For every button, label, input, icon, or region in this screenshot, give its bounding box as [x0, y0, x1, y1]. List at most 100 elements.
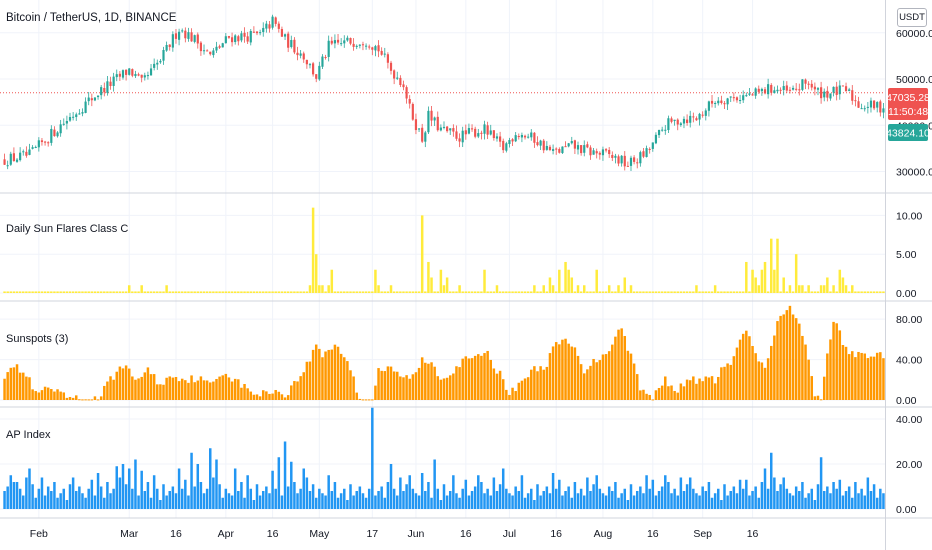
candle-body: [816, 88, 820, 90]
candle-body: [860, 108, 863, 110]
sunspot-bar: [710, 376, 714, 400]
ap-bar: [514, 486, 517, 509]
price-y-tick: 50000.00: [896, 74, 932, 86]
flare-bar: [635, 291, 639, 293]
flare-bar: [6, 291, 9, 293]
flare-bar: [374, 269, 377, 293]
ap-bar: [869, 491, 873, 509]
sunspot-bar: [455, 366, 458, 400]
candle-body: [813, 86, 816, 90]
sunspot-bar: [635, 374, 639, 400]
sunspot-bar: [539, 366, 542, 400]
candle-body: [661, 129, 664, 131]
sunspot-bar: [28, 377, 31, 400]
candle-body: [555, 148, 558, 150]
sunspot-bar: [536, 371, 539, 400]
sunspot-bar: [492, 368, 496, 400]
sunspot-bar: [268, 393, 271, 400]
candle-body: [710, 100, 714, 104]
ap-bar: [68, 484, 72, 509]
ap-bar: [642, 493, 645, 509]
candle-body: [823, 91, 826, 98]
sunspot-bar: [461, 358, 464, 400]
currency-button[interactable]: USDT: [897, 8, 927, 27]
flare-bar: [530, 291, 533, 293]
candle-body: [832, 86, 835, 93]
candle-body: [159, 60, 162, 63]
ap-bar: [757, 497, 761, 509]
ap-bar: [854, 482, 857, 509]
ap-bar: [598, 488, 602, 509]
flare-bar: [657, 291, 661, 293]
flare-bar: [554, 291, 558, 293]
ap-bar: [436, 488, 440, 509]
ap-bar: [417, 495, 421, 509]
candle-body: [670, 118, 673, 122]
sunspot-bar: [807, 359, 810, 400]
flare-bar: [299, 291, 302, 293]
flare-bar: [149, 291, 153, 293]
candle-body: [230, 37, 234, 43]
sunspot-bar: [302, 372, 305, 400]
flare-bar: [854, 291, 857, 293]
flare-bar: [741, 291, 745, 293]
candle-body: [854, 100, 857, 102]
sunspot-bar: [43, 386, 47, 400]
sunspot-bar: [305, 361, 309, 400]
ap-bar: [399, 477, 402, 509]
ap-bar: [389, 464, 393, 509]
ap-bar: [392, 488, 396, 509]
flare-bar: [607, 285, 611, 293]
sunspot-bar: [452, 373, 455, 400]
ap-bar: [302, 468, 305, 509]
ap-bar: [623, 488, 627, 509]
candle-body: [751, 94, 754, 96]
ap-bar: [265, 486, 268, 509]
candle-body: [857, 101, 860, 108]
flare-bar: [667, 291, 670, 293]
sunspot-bar: [327, 349, 330, 400]
sunspot-bar: [364, 399, 368, 401]
flare-bar: [695, 285, 698, 293]
ap-bar: [782, 477, 785, 509]
flare-bar: [227, 291, 231, 293]
ap-bar: [87, 488, 90, 509]
flare-bar: [131, 291, 134, 293]
candle-body: [153, 63, 156, 68]
flare-bar: [501, 291, 505, 293]
sunspot-bar: [667, 386, 670, 400]
flare-bar: [698, 291, 701, 293]
ap-bar: [355, 491, 358, 509]
candle-body: [121, 70, 125, 78]
ap-bar: [374, 495, 377, 509]
sunspot-bar: [321, 357, 324, 400]
sunspot-bar: [561, 339, 564, 400]
sunspot-bar: [607, 351, 611, 400]
ap-bar: [324, 495, 327, 509]
candle-body: [545, 145, 548, 150]
ap-bar: [651, 479, 655, 509]
candle-body: [255, 31, 259, 34]
sunspot-bar: [486, 350, 489, 400]
ap-bar: [822, 491, 826, 509]
ap-bar: [511, 495, 514, 509]
candle-body: [629, 157, 633, 166]
sunspot-bar: [483, 353, 486, 400]
flare-bar: [134, 291, 137, 293]
sunspot-bar: [866, 358, 870, 400]
ap-bar: [430, 497, 433, 509]
sunspot-bar: [548, 353, 552, 400]
flare-bar: [561, 291, 564, 293]
flare-bar: [483, 269, 486, 293]
ap-bar: [286, 486, 290, 509]
sunspot-bar: [149, 374, 153, 400]
sunspot-bar: [115, 371, 119, 400]
sunspot-bar: [564, 338, 567, 400]
ap-bar: [196, 464, 200, 509]
ap-bar: [124, 484, 128, 509]
sunspot-bar: [664, 376, 667, 400]
candle-body: [692, 116, 695, 118]
sunspot-bar: [794, 318, 798, 400]
ap-bar: [296, 493, 299, 509]
